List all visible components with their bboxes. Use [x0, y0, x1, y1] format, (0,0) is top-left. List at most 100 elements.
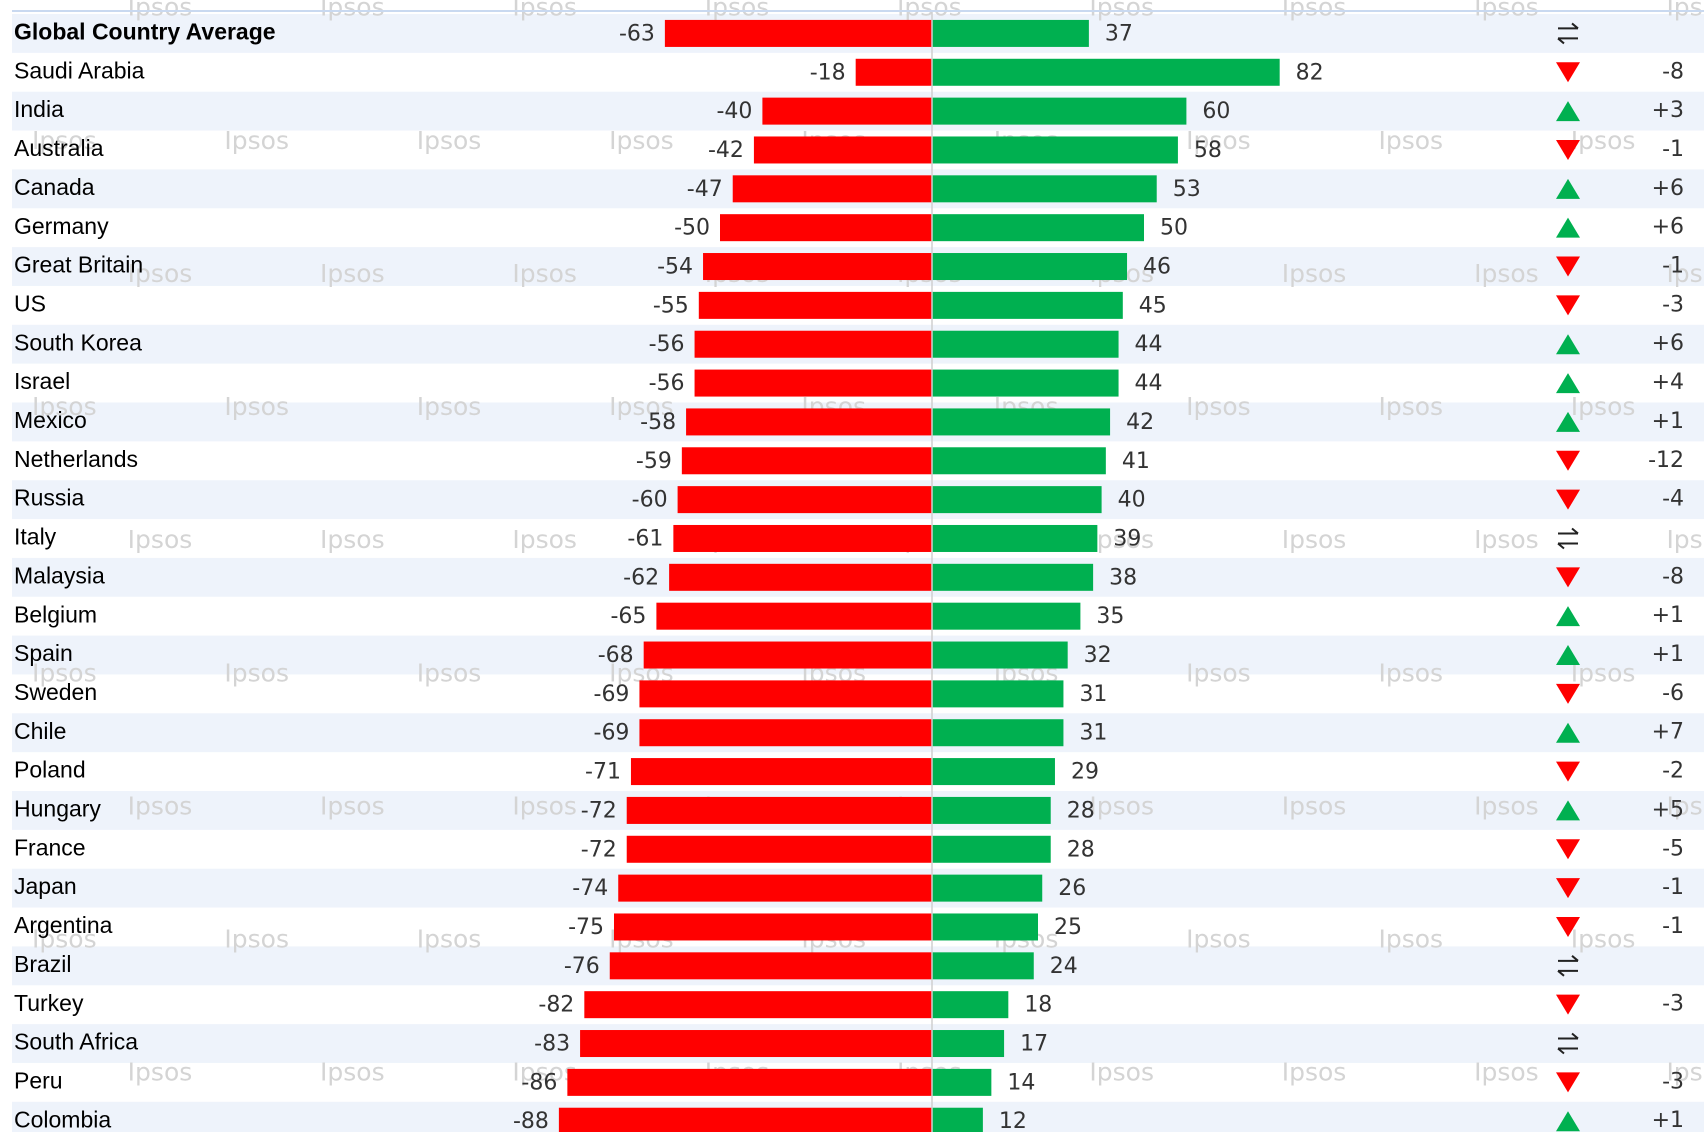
down-arrow — [1556, 450, 1580, 471]
no-change-icon — [1557, 527, 1579, 550]
bar — [932, 447, 1106, 475]
value-label: 42 — [1126, 410, 1154, 435]
watermark: Ipsos — [1666, 791, 1704, 820]
bar — [639, 680, 932, 708]
down-arrow — [1556, 839, 1580, 860]
watermark: Ipsos — [417, 126, 482, 155]
arrow — [1557, 542, 1578, 550]
bar — [673, 524, 932, 552]
watermark: Ipsos — [417, 925, 482, 954]
bar — [932, 369, 1119, 397]
bar — [932, 291, 1123, 319]
value-label: 45 — [1139, 293, 1167, 318]
up-arrow — [1556, 217, 1580, 238]
bar — [932, 719, 1064, 747]
change-label: +6 — [1652, 215, 1684, 240]
category-label: Russia — [14, 485, 85, 511]
value-label: -82 — [538, 993, 574, 1018]
category-label: Peru — [14, 1067, 63, 1093]
up-arrow — [1556, 645, 1580, 666]
value-label: 41 — [1122, 449, 1150, 474]
watermark: Ipsos — [1666, 259, 1704, 288]
watermark: Ipsos — [1089, 791, 1154, 820]
value-label: -69 — [594, 682, 630, 707]
value-label: 31 — [1079, 682, 1107, 707]
category-label: Saudi Arabia — [14, 57, 145, 83]
bar — [932, 253, 1128, 281]
watermark: Ipsos — [32, 658, 97, 687]
category-label: Turkey — [14, 990, 84, 1016]
value-label: -71 — [585, 760, 621, 785]
bar — [656, 602, 932, 630]
category-label: Great Britain — [14, 252, 143, 278]
change-label: -1 — [1662, 875, 1684, 900]
change-label: +1 — [1652, 642, 1684, 667]
watermark: Ipsos — [1571, 925, 1636, 954]
change-label: -5 — [1662, 836, 1684, 861]
value-label: 46 — [1143, 255, 1171, 280]
watermark: Ipsos — [1089, 525, 1154, 554]
bar — [732, 175, 932, 203]
bar — [698, 291, 932, 319]
bar — [932, 19, 1089, 47]
watermark: Ipsos — [1089, 1058, 1154, 1087]
value-label: -75 — [568, 915, 604, 940]
watermark: Ipsos — [1186, 126, 1251, 155]
change-label: -1 — [1662, 137, 1684, 162]
value-label: 44 — [1135, 332, 1163, 357]
value-label: 60 — [1202, 99, 1230, 124]
change-label: +6 — [1652, 331, 1684, 356]
watermark: Ipsos — [1282, 259, 1347, 288]
bar — [686, 408, 932, 436]
up-arrow — [1556, 606, 1580, 627]
value-label: 32 — [1084, 643, 1112, 668]
bar — [664, 19, 932, 47]
watermark: Ipsos — [32, 925, 97, 954]
arrow — [1558, 1032, 1579, 1040]
change-label: -2 — [1662, 759, 1684, 784]
value-label: 44 — [1135, 371, 1163, 396]
arrow — [1558, 22, 1579, 30]
change-label: -3 — [1662, 1069, 1684, 1094]
watermark: Ipsos — [1666, 525, 1704, 554]
value-label: 82 — [1296, 60, 1324, 85]
watermark: Ipsos — [1474, 791, 1539, 820]
value-label: 28 — [1067, 837, 1095, 862]
watermark: Ipsos — [320, 791, 385, 820]
watermark: Ipsos — [417, 392, 482, 421]
change-label: +5 — [1652, 797, 1684, 822]
bar — [932, 214, 1144, 242]
bar — [626, 835, 932, 863]
category-label: Belgium — [14, 601, 97, 627]
bar — [932, 486, 1102, 514]
category-label: Global Country Average — [14, 19, 276, 45]
bar — [567, 1068, 932, 1096]
value-label: -18 — [810, 60, 846, 85]
value-label: 24 — [1050, 954, 1078, 979]
bar — [643, 641, 932, 669]
down-arrow — [1556, 683, 1580, 704]
bar — [932, 796, 1051, 824]
watermark: Ipsos — [512, 525, 577, 554]
up-arrow — [1556, 800, 1580, 821]
value-label: 25 — [1054, 915, 1082, 940]
watermark: Ipsos — [320, 525, 385, 554]
bar — [932, 835, 1051, 863]
bar — [932, 874, 1043, 902]
bar — [694, 369, 932, 397]
bar — [681, 447, 932, 475]
category-label: Sweden — [14, 679, 97, 705]
change-label: -6 — [1662, 681, 1684, 706]
category-label: Mexico — [14, 407, 87, 433]
up-arrow — [1556, 101, 1580, 122]
value-label: 53 — [1173, 177, 1201, 202]
value-label: 14 — [1007, 1070, 1035, 1095]
watermark: Ipsos — [1378, 658, 1443, 687]
bar — [932, 758, 1055, 786]
change-label: -3 — [1662, 992, 1684, 1017]
down-arrow — [1556, 761, 1580, 782]
change-label: +7 — [1652, 720, 1684, 745]
bar — [932, 408, 1111, 436]
value-label: -72 — [581, 837, 617, 862]
up-arrow — [1556, 178, 1580, 199]
